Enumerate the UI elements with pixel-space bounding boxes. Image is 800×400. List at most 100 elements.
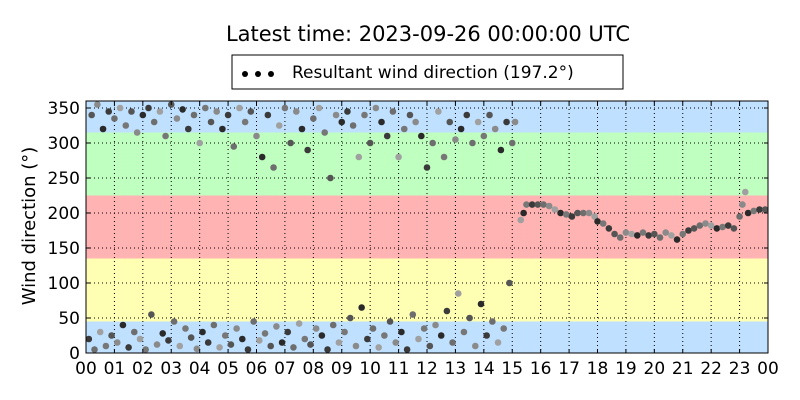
data-point [511,118,519,126]
x-tick-label: 15 [501,359,523,379]
data-point [440,153,448,161]
data-point [599,220,607,227]
data-point [568,213,576,220]
data-point [179,106,186,113]
data-point [628,230,635,238]
data-point [176,342,184,350]
x-tick-label: 00 [757,359,779,379]
data-point [287,139,294,147]
data-point [398,328,405,336]
data-point [489,318,496,325]
data-points [85,101,769,353]
data-point [258,153,266,161]
data-point [341,328,348,336]
data-point [409,311,417,318]
data-point [662,229,669,236]
data-point [275,122,283,129]
gridlines [86,101,768,353]
x-tick-label: 10 [359,359,381,379]
data-point [219,125,226,133]
data-point [244,346,252,353]
data-point [113,339,121,346]
data-point [591,213,598,220]
data-point [324,346,331,353]
data-point [162,132,169,140]
data-point [128,108,135,115]
data-point [116,104,124,112]
data-point [352,342,360,350]
data-point [125,344,132,351]
data-point [375,344,382,351]
data-point [358,304,365,311]
data-point [216,344,223,351]
x-tick-label: 21 [672,359,694,379]
data-point [349,122,357,129]
band [86,101,768,133]
data-point [196,139,203,147]
data-point [483,332,490,339]
data-point [332,111,340,119]
x-tick-label: 04 [189,359,211,379]
y-tick-label: 50 [58,309,80,329]
x-tick-label: 20 [644,359,666,379]
y-tick-label: 150 [48,239,80,259]
data-point [645,232,652,239]
data-point [238,335,246,343]
data-point [500,325,508,332]
data-point [156,108,164,115]
x-tick-label: 17 [558,359,580,379]
data-point [454,290,462,297]
data-point [91,346,98,353]
data-point [523,201,530,208]
data-point [685,227,692,234]
data-point [233,325,240,332]
x-tick-label: 22 [700,359,722,379]
data-point [364,335,371,343]
chart-title: Latest time: 2023-09-26 00:00:00 UTC [226,22,630,46]
data-point [273,323,280,330]
data-point [389,108,397,115]
data-point [503,118,510,126]
data-point [131,328,138,336]
data-point [707,222,715,229]
data-point [150,118,158,126]
data-point [429,139,436,147]
data-point [329,321,337,329]
data-point [585,209,593,217]
y-tick-label: 100 [48,274,80,294]
data-point [477,300,485,308]
data-point [418,132,425,140]
data-point [690,225,698,232]
data-point [204,339,212,346]
data-point [381,332,388,339]
x-tick-label: 13 [445,359,467,379]
data-point [534,201,542,208]
data-point [761,206,769,213]
data-point [372,104,380,112]
data-point [713,225,721,232]
data-point [159,330,167,337]
data-point [540,201,547,208]
legend-marker-dot [268,71,274,77]
data-point [472,342,479,350]
data-point [307,341,314,348]
data-point [94,101,101,108]
x-tick-label: 08 [303,359,325,379]
data-point [122,122,130,129]
data-point [270,164,277,171]
data-point [497,146,505,154]
legend-box [231,54,624,90]
data-point [520,209,527,217]
data-point [750,207,758,215]
data-point [463,111,471,119]
data-point [412,118,419,126]
data-point [85,335,93,343]
data-point [611,230,618,238]
data-point [679,230,687,238]
data-point [190,111,198,119]
data-point [111,115,118,122]
data-point [392,339,400,346]
data-point [366,139,374,147]
data-point [457,125,465,133]
x-tick-label: 02 [132,359,154,379]
